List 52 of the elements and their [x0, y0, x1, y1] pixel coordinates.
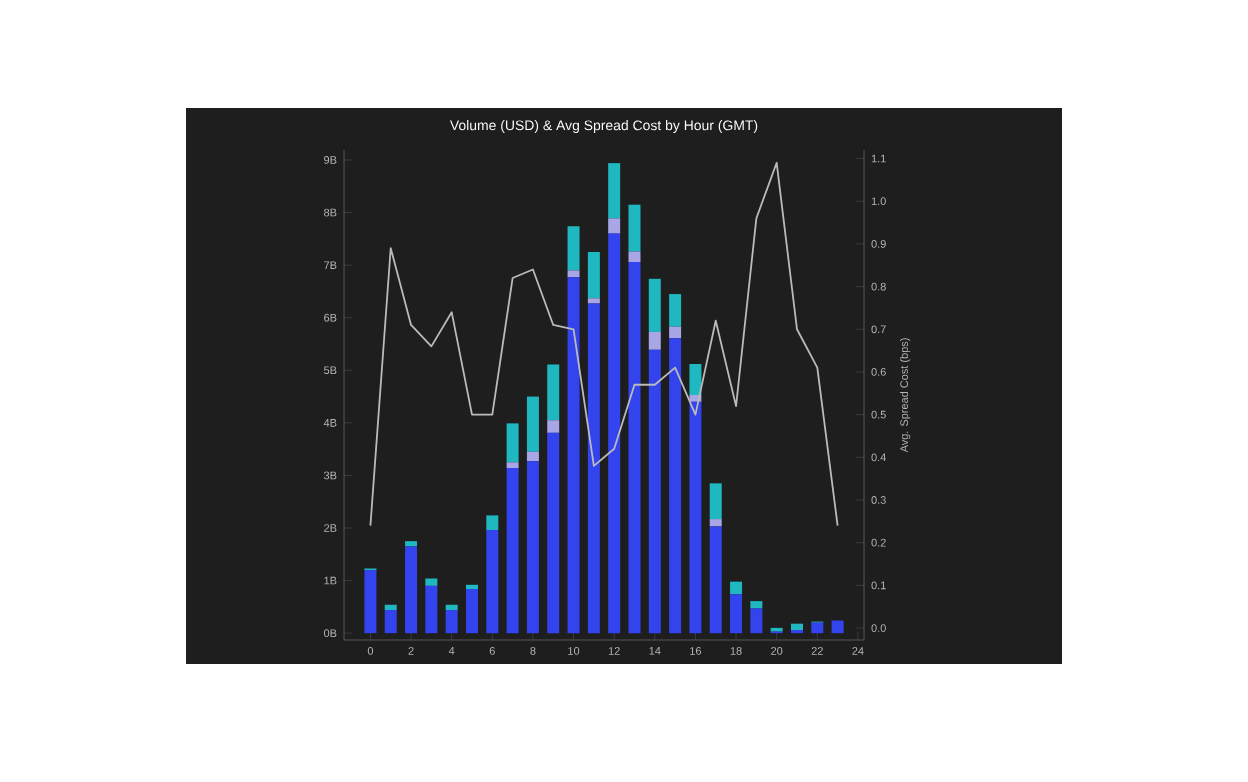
bar [608, 163, 621, 219]
bar [689, 401, 702, 634]
bar [689, 363, 702, 395]
bar [526, 451, 539, 462]
bar [587, 252, 600, 299]
bar [506, 423, 519, 463]
bar [831, 620, 844, 634]
line-series [369, 161, 839, 527]
bar [648, 331, 661, 350]
bar [465, 589, 478, 634]
bar [445, 604, 458, 611]
bar [526, 461, 539, 634]
bar [567, 226, 580, 271]
bar [486, 530, 499, 634]
bar [526, 396, 539, 452]
bar [628, 204, 641, 252]
bar [364, 570, 377, 634]
bar [547, 364, 560, 421]
bar [506, 468, 519, 634]
bar [648, 278, 661, 332]
bar [750, 601, 763, 609]
bar [709, 526, 722, 634]
bar [567, 270, 580, 278]
bar [669, 294, 682, 327]
bar [628, 251, 641, 262]
bar [709, 519, 722, 527]
bar [709, 483, 722, 520]
bar [811, 622, 824, 634]
bar [486, 515, 499, 531]
bar [405, 546, 418, 634]
bar [384, 610, 397, 634]
bar [405, 541, 418, 547]
bar [790, 623, 803, 631]
bar [587, 298, 600, 304]
bar [648, 349, 661, 634]
bar [669, 326, 682, 339]
bar [567, 277, 580, 634]
bar [730, 594, 743, 634]
bar [730, 581, 743, 595]
bar [384, 604, 397, 611]
bar [587, 303, 600, 634]
bar [445, 610, 458, 634]
bar [547, 432, 560, 634]
bar [750, 608, 763, 634]
bar [425, 585, 438, 634]
bar [608, 218, 621, 234]
bar [628, 261, 641, 634]
bar [425, 578, 438, 586]
bar [669, 338, 682, 634]
bar [608, 233, 621, 634]
bar [547, 420, 560, 433]
bar [506, 462, 519, 469]
